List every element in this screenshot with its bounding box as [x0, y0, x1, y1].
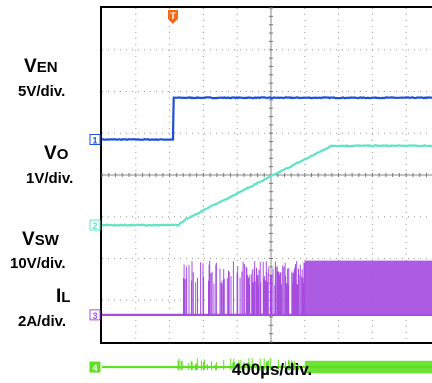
channel-1-marker-number: 1: [92, 136, 97, 146]
channel-4-label: IL 2A/div.: [18, 286, 70, 330]
channel-4-marker-box: [89, 361, 101, 373]
channel-3-label: VSW 10V/div.: [10, 229, 66, 272]
channel-1-marker-box: [89, 134, 101, 146]
trace-vo: [101, 144, 432, 227]
ch4-label-sub: L: [61, 289, 70, 306]
trace-il-dense: [304, 360, 432, 374]
trigger-marker-icon: [167, 10, 178, 24]
ch4-scale: 2A/div.: [18, 313, 66, 330]
trace-il-spikes: [177, 358, 300, 371]
trace-layer: [101, 96, 432, 374]
channel-2-label: VO 1V/div.: [26, 143, 73, 187]
channel-3-marker-box: [89, 309, 101, 321]
trace-vsw-dense: [304, 260, 432, 315]
channel-4-marker-number: 4: [92, 363, 97, 373]
channel-1-label: VEN 5V/div.: [18, 56, 65, 100]
ch2-scale: 1V/div.: [26, 170, 73, 187]
ch2-label-main: V: [44, 143, 57, 164]
svg-text:VO: VO: [44, 143, 69, 164]
trigger-marker-label: T: [170, 11, 176, 21]
trace-vsw-pulses: [183, 260, 306, 315]
ch4-label-main: I: [56, 286, 61, 307]
ch3-label-sub: SW: [35, 232, 60, 249]
x-axis-label: 400µs/div.: [232, 360, 312, 379]
ch1-label-main: V: [24, 56, 37, 77]
ch1-label-sub: EN: [37, 59, 58, 76]
channel-3-marker-number: 3: [92, 311, 97, 321]
ch3-scale: 10V/div.: [10, 255, 66, 272]
channel-2-marker-box: [89, 219, 101, 231]
ch2-label-sub: O: [57, 146, 69, 163]
svg-text:VSW: VSW: [22, 229, 60, 250]
svg-text:VEN: VEN: [24, 56, 58, 77]
svg-text:IL: IL: [56, 286, 70, 307]
trace-ven: [101, 96, 432, 141]
marker-layer: 1 2 3 4 T: [89, 10, 178, 373]
channel-2-marker-number: 2: [92, 221, 97, 231]
ch3-label-main: V: [22, 229, 35, 250]
ch1-scale: 5V/div.: [18, 83, 65, 100]
